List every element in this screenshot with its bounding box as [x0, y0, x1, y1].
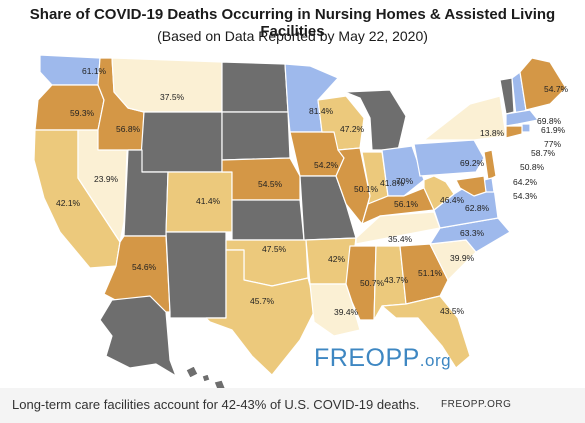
state-value-ky: 56.1%	[394, 199, 419, 209]
state-value-de: 64.2%	[513, 177, 538, 187]
page-title: Share of COVID-19 Deaths Occurring in Nu…	[29, 6, 556, 40]
freopp-logo: FREOPP.org	[314, 344, 451, 373]
state-value-ct: 58.7%	[531, 148, 556, 158]
state-hi	[185, 365, 226, 388]
state-me	[519, 57, 567, 111]
state-value-in: 41.8%	[380, 178, 405, 188]
state-value-ga: 51.1%	[418, 268, 443, 278]
state-value-tn: 35.4%	[388, 234, 413, 244]
state-fl	[381, 295, 471, 369]
state-value-nc: 63.3%	[460, 228, 485, 238]
state-nj	[483, 149, 497, 181]
logo-text: FREOPP	[314, 344, 420, 372]
state-value-ny: 13.8%	[480, 128, 505, 138]
state-wv	[423, 175, 455, 211]
state-oh	[381, 145, 425, 197]
state-value-ne: 54.5%	[258, 179, 283, 189]
state-value-fl: 43.5%	[440, 306, 465, 316]
state-value-mn: 81.4%	[309, 106, 334, 116]
state-ri	[521, 123, 531, 133]
state-value-me: 54.7%	[544, 84, 569, 94]
state-value-md: 54.3%	[513, 191, 538, 201]
state-value-or: 59.3%	[70, 108, 95, 118]
state-value-wv: 46.4%	[440, 195, 465, 205]
state-value-tx: 45.7%	[250, 296, 275, 306]
state-value-wi: 47.2%	[340, 124, 365, 134]
state-value-il: 50.1%	[354, 184, 379, 194]
state-value-ms: 50.7%	[360, 278, 385, 288]
state-ks	[231, 199, 305, 241]
footer-bar	[0, 388, 585, 423]
state-ny	[423, 95, 507, 141]
state-tx	[205, 249, 317, 376]
state-value-sc: 39.9%	[450, 253, 475, 263]
state-ct	[505, 125, 523, 139]
state-ak	[99, 295, 177, 377]
state-value-al: 43.7%	[384, 275, 409, 285]
state-value-wa: 61.1%	[82, 66, 107, 76]
state-value-ri: 77%	[544, 139, 561, 149]
state-value-ma: 61.9%	[541, 125, 566, 135]
state-value-va: 62.8%	[465, 203, 490, 213]
state-il	[335, 147, 371, 225]
state-value-id: 56.8%	[116, 124, 141, 134]
state-wy	[139, 111, 223, 173]
state-pa	[413, 139, 485, 177]
state-value-oh: 70%	[396, 176, 413, 186]
state-value-la: 39.4%	[334, 307, 359, 317]
state-value-az: 54.6%	[132, 262, 157, 272]
footer-caption: Long-term care facilities account for 42…	[12, 397, 420, 412]
state-value-ca: 42.1%	[56, 198, 81, 208]
footer-source: FREOPP.ORG	[441, 399, 512, 410]
logo-suffix: .org	[419, 351, 452, 370]
state-value-co: 41.4%	[196, 196, 221, 206]
state-md	[455, 175, 487, 197]
us-map: 61.1% 59.3% 42.1% 23.9% 56.8% 37.5% 54.6% 41.4%…	[33, 54, 569, 388]
state-mt	[111, 57, 223, 113]
state-value-mt: 37.5%	[160, 92, 185, 102]
state-nd	[221, 61, 289, 113]
state-vt	[499, 77, 515, 115]
page-subtitle: (Based on Data Reported by May 22, 2020)	[157, 28, 428, 44]
state-value-nv: 23.9%	[94, 174, 119, 184]
state-value-nj: 50.8%	[520, 162, 545, 172]
state-nm	[165, 231, 227, 319]
state-sd	[221, 111, 291, 161]
state-mo	[299, 175, 357, 241]
state-value-ar: 42%	[328, 254, 345, 264]
state-value-ok: 47.5%	[262, 244, 287, 254]
state-value-pa: 69.2%	[460, 158, 485, 168]
state-value-ia: 54.2%	[314, 160, 339, 170]
state-ma	[505, 109, 539, 127]
state-ga	[399, 243, 449, 305]
state-value-nh: 69.8%	[537, 116, 562, 126]
